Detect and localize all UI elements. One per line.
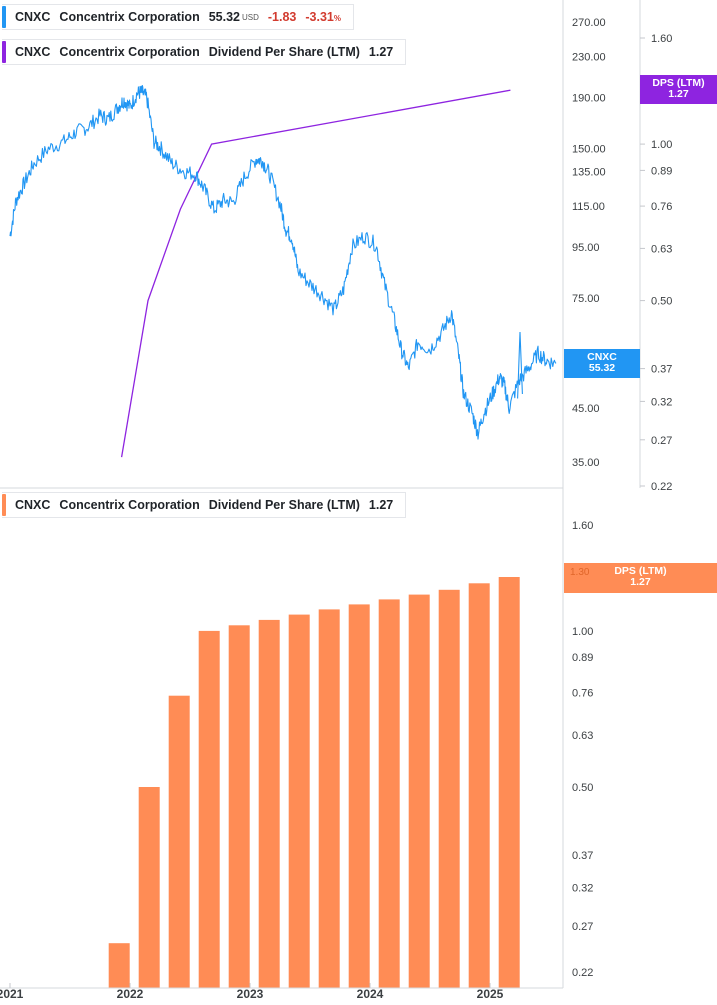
- dps-bar-axis-tick: 0.22: [572, 967, 593, 979]
- dps-series-line[interactable]: [120, 89, 511, 458]
- price-flag-value: 55.32: [588, 362, 616, 374]
- dps-bar-axis-tick: 1.00: [572, 626, 593, 638]
- dps-bar-axis-tick: 0.27: [572, 921, 593, 933]
- dps-bar[interactable]: [138, 787, 160, 988]
- dps-axis-tick: 0.37: [651, 364, 672, 376]
- legend-ticker: CNXC: [15, 45, 51, 59]
- dps-axis-tick: 0.89: [651, 165, 672, 177]
- dps-legend-bottom[interactable]: CNXC Concentrix Corporation Dividend Per…: [2, 492, 407, 518]
- legend-metric: Dividend Per Share (LTM): [208, 498, 360, 512]
- dps-flag-bottom: 1.30 DPS (LTM) 1.27: [564, 563, 717, 593]
- price-axis-tick: 115.00: [572, 201, 605, 213]
- price-flag-ticker: CNXC: [587, 351, 617, 363]
- price-spike-line[interactable]: [517, 331, 523, 399]
- dps-flag-label: DPS (LTM): [652, 77, 705, 89]
- legend-change: -1.83: [267, 10, 297, 24]
- legend-ticker: CNXC: [15, 10, 51, 24]
- dps-flag-hidden-tick: 1.30: [570, 567, 590, 578]
- x-axis-tick-label: 2022: [117, 987, 144, 1001]
- dps-bar[interactable]: [228, 625, 250, 988]
- dps-axis-tick: 0.27: [651, 435, 672, 447]
- x-axis-tick-label: 2023: [237, 987, 264, 1001]
- price-axis-tick: 270.00: [572, 17, 606, 29]
- price-axis-tick: 230.00: [572, 52, 606, 64]
- dps-legend-swatch: [2, 41, 6, 63]
- legend-company: Concentrix Corporation: [59, 10, 200, 24]
- dps-axis-tick: 0.76: [651, 201, 672, 213]
- dps-bar-axis-tick: 1.60: [572, 520, 593, 532]
- dps-bar[interactable]: [288, 614, 310, 988]
- price-axis-tick: 35.00: [572, 457, 600, 469]
- dps-bar[interactable]: [318, 609, 340, 988]
- dps-bar[interactable]: [348, 604, 370, 988]
- dps-bar[interactable]: [168, 695, 190, 988]
- dps-bar-axis-tick: 0.76: [572, 688, 593, 700]
- price-legend[interactable]: CNXC Concentrix Corporation 55.32 USD -1…: [2, 4, 355, 30]
- legend-company: Concentrix Corporation: [59, 498, 200, 512]
- dps-flag-value: 1.27: [630, 576, 651, 588]
- dps-axis-tick: 1.00: [651, 139, 672, 151]
- legend-currency: USD: [242, 12, 259, 22]
- dps-axis-tick: 0.32: [651, 396, 672, 408]
- dps-flag-label: DPS (LTM): [614, 565, 667, 577]
- price-legend-swatch: [2, 6, 6, 28]
- price-axis-tick: 45.00: [572, 403, 600, 415]
- dps-bar-legend-swatch: [2, 494, 6, 516]
- dps-bar-axis-tick: 0.50: [572, 782, 593, 794]
- price-axis-tick: 75.00: [572, 293, 600, 305]
- dps-axis-tick: 1.60: [651, 33, 672, 45]
- legend-company: Concentrix Corporation: [59, 45, 200, 59]
- legend-change-pct: -3.31%: [305, 10, 342, 24]
- dps-axis-tick: 0.50: [651, 296, 672, 308]
- price-axis-tick: 150.00: [572, 144, 606, 156]
- dps-bar[interactable]: [498, 577, 520, 988]
- dps-bar[interactable]: [258, 619, 280, 988]
- dps-bar-axis-tick: 0.37: [572, 850, 593, 862]
- dps-bar[interactable]: [408, 594, 430, 988]
- price-axis-tick: 95.00: [572, 242, 600, 254]
- legend-metric: Dividend Per Share (LTM): [208, 45, 360, 59]
- dps-bar-axis-tick: 0.89: [572, 652, 593, 664]
- legend-ticker: CNXC: [15, 498, 51, 512]
- x-axis-tick-label: 2025: [477, 987, 504, 1001]
- dps-bar[interactable]: [438, 589, 460, 988]
- dps-flag-value: 1.27: [668, 88, 689, 100]
- dps-bar[interactable]: [378, 599, 400, 988]
- dps-bar[interactable]: [468, 583, 490, 988]
- price-axis-tick: 135.00: [572, 166, 606, 178]
- price-flag: CNXC 55.32: [564, 349, 640, 378]
- legend-value: 1.27: [368, 498, 394, 512]
- dps-axis-tick: 0.22: [651, 481, 672, 493]
- x-axis-tick-label: 2024: [357, 987, 384, 1001]
- price-axis-tick: 190.00: [572, 93, 606, 105]
- dps-bar-axis-tick: 0.32: [572, 883, 593, 895]
- dps-bar[interactable]: [198, 630, 220, 988]
- dps-legend-top[interactable]: CNXC Concentrix Corporation Dividend Per…: [2, 39, 407, 65]
- price-series-line[interactable]: [9, 85, 557, 440]
- dps-bar-axis-tick: 0.63: [572, 730, 593, 742]
- dps-bar[interactable]: [108, 943, 130, 988]
- legend-value: 1.27: [368, 45, 394, 59]
- legend-price: 55.32: [208, 10, 240, 24]
- dps-flag-top: DPS (LTM) 1.27: [640, 75, 717, 104]
- dps-axis-tick: 0.63: [651, 243, 672, 255]
